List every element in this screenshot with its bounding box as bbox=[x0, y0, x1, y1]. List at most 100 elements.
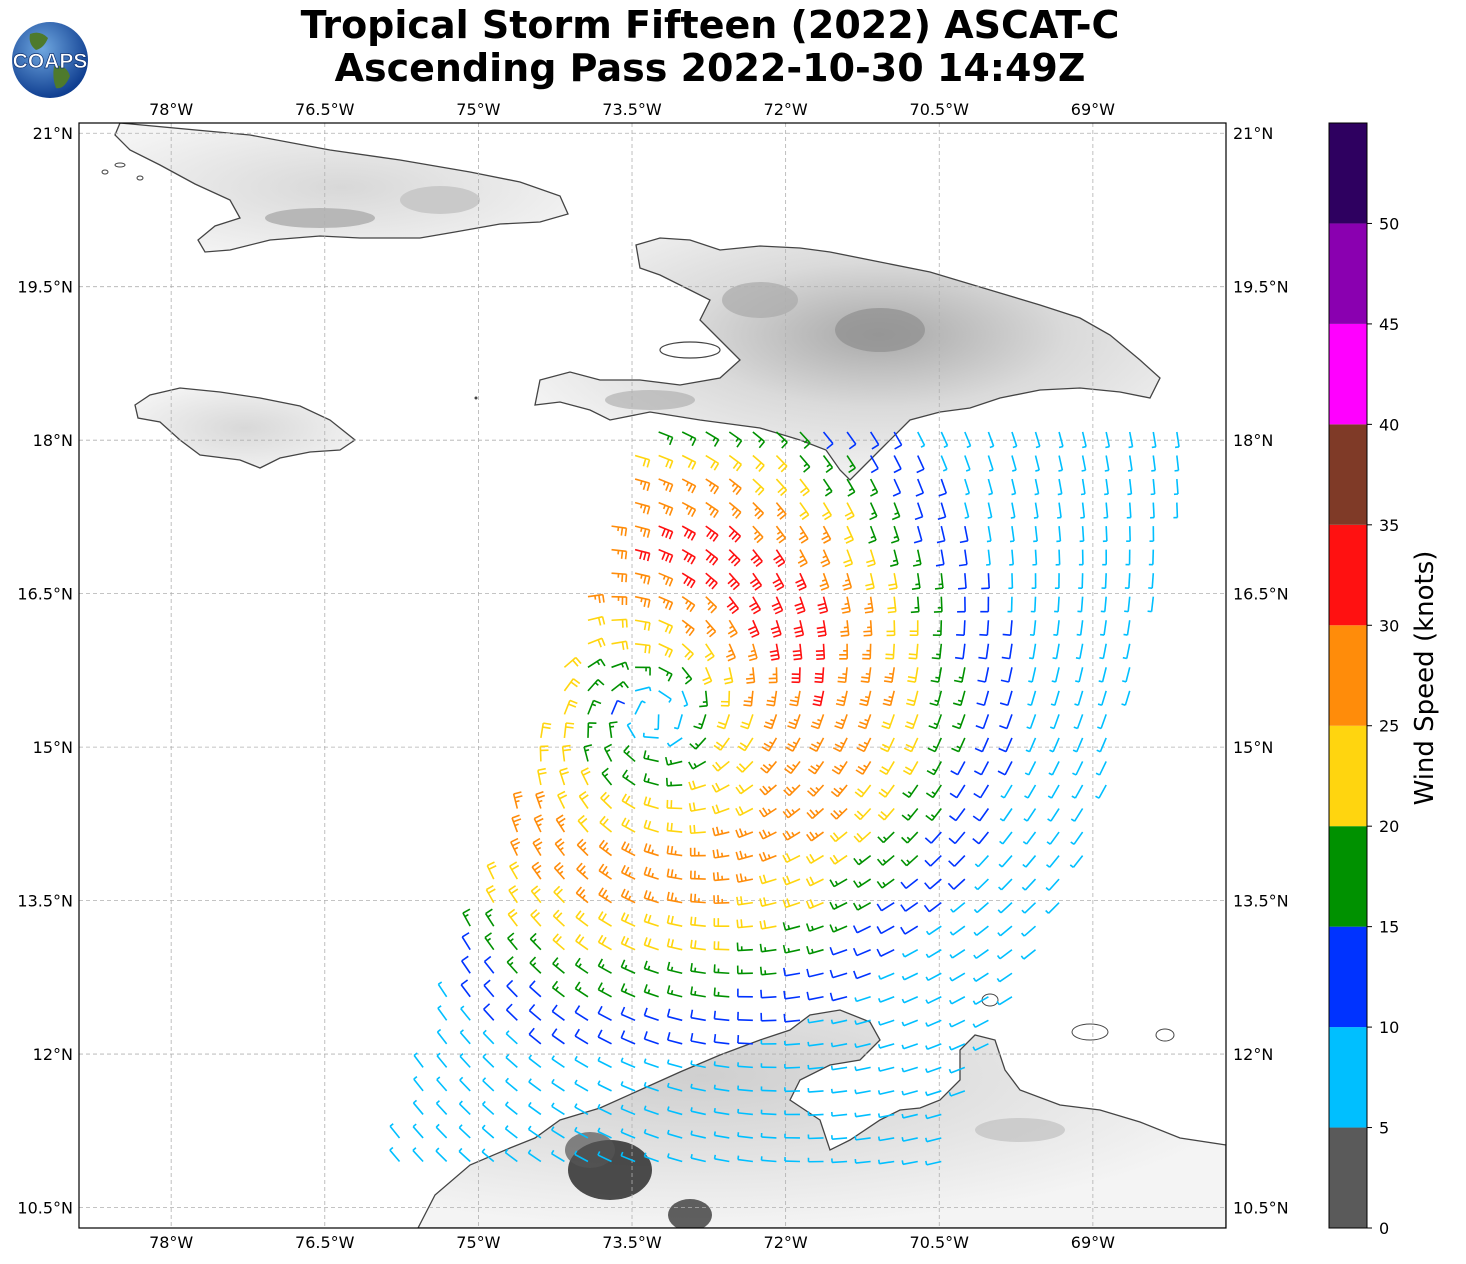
wind-barb bbox=[713, 941, 730, 951]
wind-barb bbox=[693, 714, 707, 730]
wind-barb bbox=[1095, 784, 1107, 799]
wind-barb bbox=[1028, 667, 1037, 683]
wind-barb bbox=[1102, 549, 1108, 566]
wind-barb bbox=[797, 549, 808, 568]
wind-barb bbox=[530, 885, 542, 904]
lon-tick-label: 76.5°W bbox=[295, 100, 355, 119]
wind-barb bbox=[933, 596, 943, 613]
wind-barb bbox=[690, 1009, 706, 1022]
wind-barb bbox=[937, 502, 947, 521]
wind-barb bbox=[458, 1147, 471, 1163]
wind-barb bbox=[716, 714, 731, 730]
wind-barb bbox=[964, 502, 970, 519]
wind-barb bbox=[782, 922, 801, 931]
wind-barb bbox=[1049, 737, 1060, 753]
wind-barb bbox=[930, 667, 943, 683]
wind-barb bbox=[901, 808, 919, 821]
wind-barb bbox=[877, 1159, 895, 1165]
wind-barb bbox=[587, 615, 606, 626]
wind-barb bbox=[658, 431, 674, 446]
wind-barb bbox=[829, 969, 848, 979]
wind-barb bbox=[877, 1113, 895, 1119]
wind-barb bbox=[806, 991, 824, 1001]
wind-barb bbox=[620, 864, 636, 880]
wind-barb bbox=[713, 737, 730, 751]
wind-barb bbox=[608, 721, 618, 739]
lon-tick-label: 76.5°W bbox=[295, 1233, 355, 1252]
wind-barb bbox=[512, 791, 523, 809]
wind-barb bbox=[877, 1136, 895, 1142]
wind-barb bbox=[574, 1150, 589, 1163]
wind-barb bbox=[747, 643, 758, 662]
wind-barb bbox=[997, 902, 1013, 914]
wind-barb bbox=[949, 949, 966, 959]
wind-barb bbox=[974, 878, 989, 891]
wind-barb bbox=[926, 761, 942, 776]
wind-barb bbox=[681, 501, 697, 518]
wind-barb bbox=[752, 478, 765, 496]
wind-barb bbox=[750, 549, 763, 567]
wind-barb bbox=[681, 643, 694, 661]
wind-barb bbox=[972, 831, 990, 845]
lat-tick-label: 12°N bbox=[33, 1045, 73, 1064]
wind-barb bbox=[1045, 902, 1060, 914]
wind-barb bbox=[841, 596, 851, 614]
wind-barb bbox=[760, 1156, 777, 1163]
wind-barb bbox=[643, 1007, 659, 1022]
wind-barb bbox=[623, 745, 636, 763]
wind-barb bbox=[681, 572, 696, 589]
wind-barb bbox=[681, 619, 695, 637]
wind-barb bbox=[597, 1127, 612, 1139]
wind-barb bbox=[1099, 643, 1107, 660]
colorbar-tick-label: 30 bbox=[1379, 616, 1399, 635]
wind-barb bbox=[574, 1079, 589, 1092]
wind-barb bbox=[900, 901, 919, 912]
lon-tick-label: 70.5°W bbox=[910, 1233, 970, 1252]
wind-barb bbox=[705, 572, 718, 590]
wind-barb bbox=[769, 643, 780, 661]
wind-barb bbox=[1033, 502, 1039, 519]
colorbar-tick-label: 25 bbox=[1379, 717, 1399, 736]
wind-barb bbox=[688, 760, 707, 770]
wind-barb bbox=[924, 1137, 942, 1143]
wind-barb bbox=[979, 620, 990, 637]
wind-barb bbox=[574, 1103, 589, 1116]
wind-barb bbox=[925, 1160, 942, 1166]
wind-barb bbox=[974, 855, 989, 868]
wind-barb bbox=[532, 837, 543, 856]
wind-barb bbox=[953, 667, 966, 683]
wind-barb bbox=[949, 784, 966, 799]
wind-barb bbox=[643, 1128, 659, 1139]
wind-barb bbox=[412, 1099, 424, 1115]
wind-barb bbox=[654, 714, 660, 731]
wind-barb bbox=[877, 996, 895, 1003]
wind-barb bbox=[980, 596, 990, 613]
wind-barb bbox=[597, 1080, 612, 1092]
wind-barb bbox=[600, 791, 613, 810]
wind-barb bbox=[805, 853, 824, 864]
wind-barb bbox=[794, 596, 806, 615]
wind-barb bbox=[1123, 620, 1131, 636]
wind-barb bbox=[940, 455, 948, 472]
wind-barb bbox=[783, 1040, 801, 1046]
wind-barb bbox=[611, 618, 628, 628]
wind-barb bbox=[658, 525, 674, 540]
wind-barb bbox=[482, 1077, 495, 1092]
wind-barb bbox=[681, 596, 696, 613]
wind-barb bbox=[829, 901, 848, 910]
wind-barb bbox=[713, 895, 730, 905]
wind-barb bbox=[705, 454, 720, 471]
lat-tick-label: 12°N bbox=[1233, 1045, 1273, 1064]
wind-barb bbox=[1058, 455, 1064, 472]
wind-barb bbox=[1150, 478, 1156, 496]
wind-barbs bbox=[389, 431, 1180, 1166]
wind-barb bbox=[1011, 455, 1017, 472]
wind-barb bbox=[563, 656, 582, 668]
wind-barb bbox=[666, 938, 683, 951]
wind-barb bbox=[1024, 761, 1037, 776]
wind-barb bbox=[728, 501, 742, 519]
wind-barb bbox=[666, 822, 683, 833]
wind-barb bbox=[891, 502, 901, 521]
wind-barb bbox=[948, 1043, 966, 1051]
hispaniola-landmass bbox=[534, 237, 1161, 481]
